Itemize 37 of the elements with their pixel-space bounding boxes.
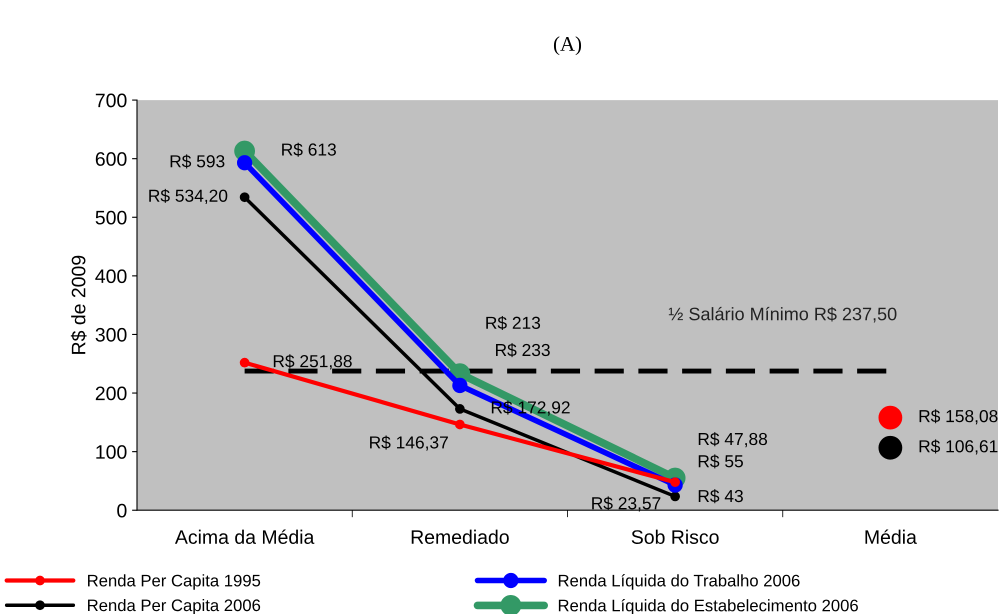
data-label: R$ 251,88 xyxy=(274,354,352,370)
y-tick-label: 300 xyxy=(96,328,127,342)
y-tick-label: 100 xyxy=(96,445,127,459)
y-tick-label: 500 xyxy=(96,210,127,225)
y-tick-label: 0 xyxy=(117,504,127,518)
data-label: R$ 106,61 xyxy=(920,439,998,454)
y-tick-label: 200 xyxy=(96,386,127,400)
legend-label: Renda Líquida do Trabalho 2006 xyxy=(558,574,800,590)
legend-label: Renda Per Capita 1995 xyxy=(88,574,260,590)
data-label: R$ 55 xyxy=(698,454,743,468)
data-label: R$ 593 xyxy=(170,154,224,168)
x-tick-label: Remediado xyxy=(412,530,509,544)
point xyxy=(452,378,468,394)
x-tick-label: Acima da Média xyxy=(174,529,314,544)
x-tick-label: Sob Risco xyxy=(632,530,719,544)
data-label: R$ 146,37 xyxy=(370,436,448,451)
y-tick-label: 400 xyxy=(95,269,127,284)
y-tick-label: 700 xyxy=(96,94,127,108)
x-tick-label: Média xyxy=(865,529,917,544)
point xyxy=(455,404,465,414)
point xyxy=(236,155,252,170)
point xyxy=(240,358,250,368)
data-label: R$ 613 xyxy=(282,142,336,157)
ref-line-label: ½ Salário Mínimo R$ 237,50 xyxy=(668,306,896,322)
data-label: R$ 47,88 xyxy=(698,432,768,448)
point xyxy=(240,192,250,202)
point xyxy=(670,492,680,502)
chart-title: (A) xyxy=(554,36,582,56)
point xyxy=(455,420,465,430)
data-label: R$ 213 xyxy=(486,316,540,330)
data-label: R$ 158,08 xyxy=(920,409,998,424)
data-label: R$ 43 xyxy=(698,489,743,504)
data-label: R$ 233 xyxy=(496,343,550,358)
y-tick-label: 600 xyxy=(96,152,127,166)
y-axis-title: R$ de 2009 xyxy=(70,256,87,354)
data-label: R$ 23,57 xyxy=(592,496,660,512)
data-label: R$ 534,20 xyxy=(149,188,228,204)
